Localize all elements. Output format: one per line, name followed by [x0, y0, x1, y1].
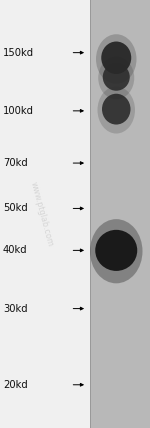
Ellipse shape [103, 63, 130, 91]
Ellipse shape [102, 94, 130, 125]
Bar [90, 0, 91, 428]
Text: www.ptglab.com: www.ptglab.com [29, 181, 55, 247]
Ellipse shape [101, 42, 131, 74]
Ellipse shape [98, 56, 134, 99]
Ellipse shape [90, 219, 142, 283]
Text: 40kd: 40kd [3, 245, 28, 256]
Ellipse shape [95, 230, 137, 271]
Text: 70kd: 70kd [3, 158, 28, 168]
Text: 150kd: 150kd [3, 48, 34, 58]
Text: 20kd: 20kd [3, 380, 28, 390]
Ellipse shape [98, 86, 135, 134]
Text: 30kd: 30kd [3, 303, 28, 314]
Text: 50kd: 50kd [3, 203, 28, 214]
Text: 100kd: 100kd [3, 106, 34, 116]
Ellipse shape [96, 34, 136, 84]
Bar [90, 0, 150, 428]
